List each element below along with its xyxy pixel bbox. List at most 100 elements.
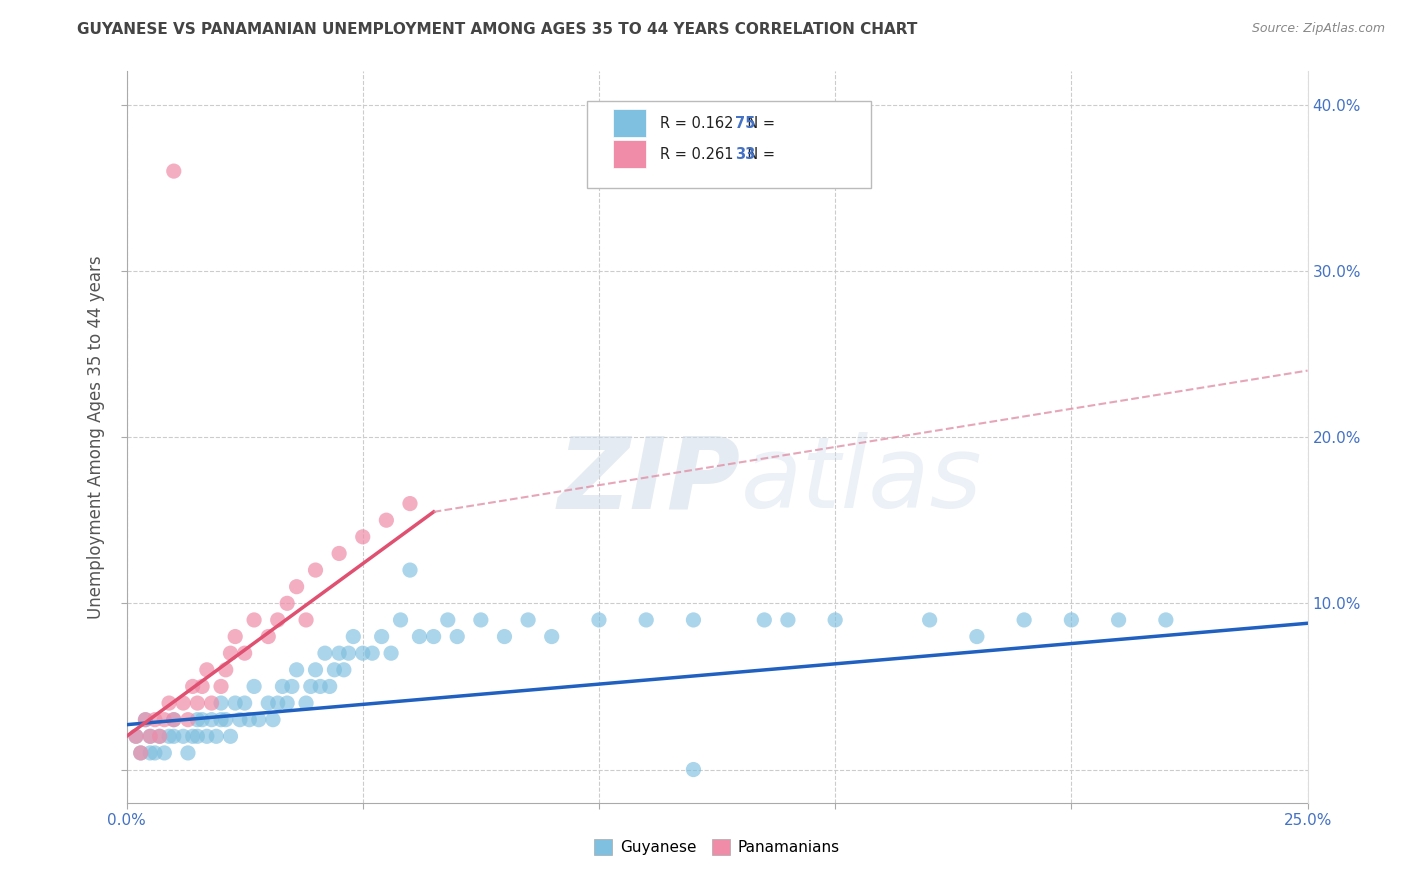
Point	[399, 563, 422, 577]
Point	[215, 713, 238, 727]
Point	[1060, 613, 1083, 627]
Point	[186, 729, 208, 743]
Point	[163, 164, 186, 178]
Point	[262, 713, 284, 727]
Point	[233, 696, 256, 710]
Point	[380, 646, 402, 660]
Text: Source: ZipAtlas.com: Source: ZipAtlas.com	[1251, 22, 1385, 36]
Point	[195, 663, 218, 677]
Text: 33: 33	[735, 146, 755, 161]
Point	[257, 696, 280, 710]
Point	[257, 630, 280, 644]
Point	[139, 746, 162, 760]
Point	[200, 713, 222, 727]
Text: R = 0.261   N =: R = 0.261 N =	[661, 146, 780, 161]
Point	[470, 613, 492, 627]
Point	[267, 613, 290, 627]
Bar	[613, 140, 647, 168]
Point	[129, 746, 152, 760]
Point	[276, 696, 298, 710]
Point	[285, 663, 308, 677]
Point	[209, 713, 232, 727]
Point	[314, 646, 336, 660]
Point	[191, 713, 214, 727]
Point	[318, 680, 340, 694]
Point	[271, 680, 294, 694]
Point	[342, 630, 364, 644]
Point	[399, 497, 422, 511]
Point	[139, 729, 162, 743]
Point	[824, 613, 846, 627]
Point	[243, 680, 266, 694]
Point	[328, 646, 350, 660]
Point	[323, 663, 346, 677]
Text: GUYANESE VS PANAMANIAN UNEMPLOYMENT AMONG AGES 35 TO 44 YEARS CORRELATION CHART: GUYANESE VS PANAMANIAN UNEMPLOYMENT AMON…	[77, 22, 918, 37]
Point	[1108, 613, 1130, 627]
Point	[328, 546, 350, 560]
Point	[233, 646, 256, 660]
Point	[177, 746, 200, 760]
Point	[247, 713, 270, 727]
Point	[352, 646, 374, 660]
Point	[540, 630, 562, 644]
Text: atlas: atlas	[741, 433, 983, 530]
Point	[125, 729, 148, 743]
Point	[375, 513, 398, 527]
Point	[238, 713, 260, 727]
Point	[776, 613, 799, 627]
Text: ZIP: ZIP	[558, 433, 741, 530]
Point	[129, 746, 152, 760]
Point	[163, 729, 186, 743]
Point	[224, 630, 246, 644]
Point	[209, 680, 232, 694]
Point	[295, 613, 318, 627]
Point	[181, 729, 204, 743]
Point	[143, 713, 166, 727]
Point	[157, 696, 180, 710]
Point	[370, 630, 392, 644]
Point	[215, 663, 238, 677]
Point	[195, 729, 218, 743]
Point	[125, 729, 148, 743]
Point	[361, 646, 384, 660]
Point	[219, 729, 242, 743]
Point	[918, 613, 941, 627]
Point	[1012, 613, 1035, 627]
Point	[299, 680, 322, 694]
Point	[224, 696, 246, 710]
Point	[754, 613, 776, 627]
Point	[304, 563, 326, 577]
Point	[191, 680, 214, 694]
Point	[229, 713, 252, 727]
Point	[172, 729, 194, 743]
Point	[436, 613, 458, 627]
Point	[446, 630, 468, 644]
Point	[309, 680, 332, 694]
Point	[517, 613, 540, 627]
Point	[181, 680, 204, 694]
Point	[295, 696, 318, 710]
Point	[134, 713, 156, 727]
Point	[337, 646, 360, 660]
Point	[219, 646, 242, 660]
Point	[588, 613, 610, 627]
Point	[209, 696, 232, 710]
Point	[205, 729, 228, 743]
Point	[200, 696, 222, 710]
Point	[333, 663, 356, 677]
Point	[267, 696, 290, 710]
Point	[352, 530, 374, 544]
Bar	[613, 110, 647, 137]
Text: 75: 75	[735, 116, 755, 131]
Point	[186, 713, 208, 727]
Point	[966, 630, 988, 644]
Point	[157, 729, 180, 743]
Point	[177, 713, 200, 727]
Point	[1154, 613, 1177, 627]
Point	[636, 613, 658, 627]
Point	[149, 729, 172, 743]
Point	[153, 713, 176, 727]
Point	[494, 630, 516, 644]
Point	[172, 696, 194, 710]
Legend: Guyanese, Panamanians: Guyanese, Panamanians	[588, 833, 846, 861]
